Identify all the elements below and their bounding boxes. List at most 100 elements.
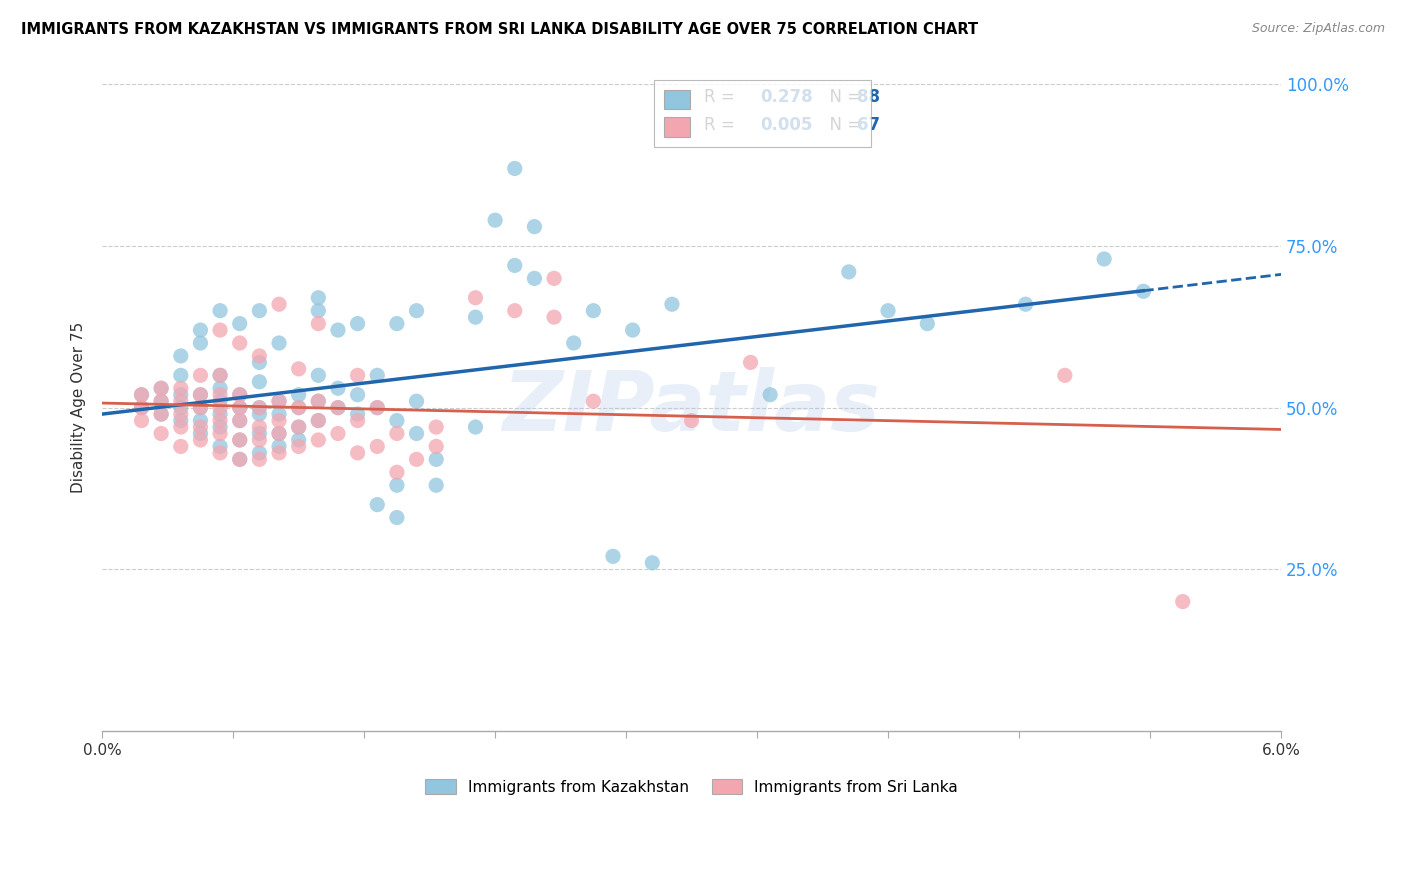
Point [503, 303, 526, 318]
Point [190, 401, 212, 415]
Point [229, 413, 252, 427]
Point [287, 401, 309, 415]
Point [503, 161, 526, 176]
Point [287, 439, 309, 453]
Point [247, 446, 270, 460]
Point [307, 413, 329, 427]
Point [681, 413, 703, 427]
Point [209, 413, 232, 427]
Point [170, 381, 193, 395]
Point [247, 407, 270, 421]
Point [131, 401, 153, 415]
Point [131, 388, 153, 402]
Point [267, 446, 290, 460]
Point [385, 413, 408, 427]
Point [209, 368, 232, 383]
Point [287, 362, 309, 376]
Text: 0.005: 0.005 [761, 116, 813, 134]
Point [247, 426, 270, 441]
Point [229, 388, 252, 402]
Point [326, 323, 349, 337]
Point [366, 439, 388, 453]
Point [229, 452, 252, 467]
Point [267, 413, 290, 427]
Point [190, 420, 212, 434]
Point [150, 407, 173, 421]
Point [209, 368, 232, 383]
Point [366, 401, 388, 415]
Point [229, 401, 252, 415]
Point [307, 368, 329, 383]
Point [209, 323, 232, 337]
Point [209, 381, 232, 395]
Point [385, 317, 408, 331]
Point [366, 368, 388, 383]
Point [190, 388, 212, 402]
Point [170, 368, 193, 383]
Y-axis label: Disability Age Over 75: Disability Age Over 75 [72, 322, 86, 493]
Point [209, 420, 232, 434]
Point [405, 394, 427, 409]
Point [346, 446, 368, 460]
Point [425, 420, 447, 434]
Point [131, 413, 153, 427]
Point [287, 433, 309, 447]
Point [190, 413, 212, 427]
Point [582, 394, 605, 409]
Point [503, 259, 526, 273]
Point [190, 323, 212, 337]
Point [307, 394, 329, 409]
Point [1171, 594, 1194, 608]
Point [464, 291, 486, 305]
Point [170, 401, 193, 415]
Point [209, 446, 232, 460]
Point [366, 401, 388, 415]
Point [267, 336, 290, 351]
Point [307, 303, 329, 318]
Text: IMMIGRANTS FROM KAZAKHSTAN VS IMMIGRANTS FROM SRI LANKA DISABILITY AGE OVER 75 C: IMMIGRANTS FROM KAZAKHSTAN VS IMMIGRANTS… [21, 22, 979, 37]
Point [190, 433, 212, 447]
Point [190, 336, 212, 351]
Point [641, 556, 664, 570]
Point [150, 381, 173, 395]
Point [385, 510, 408, 524]
Point [229, 388, 252, 402]
Point [385, 465, 408, 479]
Point [209, 388, 232, 402]
Point [425, 478, 447, 492]
Point [170, 349, 193, 363]
Point [562, 336, 585, 351]
Text: N =: N = [818, 116, 866, 134]
Point [150, 394, 173, 409]
Point [326, 401, 349, 415]
Point [307, 433, 329, 447]
Point [190, 401, 212, 415]
Point [209, 426, 232, 441]
Point [582, 303, 605, 318]
Point [464, 310, 486, 325]
Point [190, 426, 212, 441]
Point [229, 433, 252, 447]
Point [150, 407, 173, 421]
Point [307, 291, 329, 305]
Point [150, 426, 173, 441]
Point [170, 394, 193, 409]
Point [405, 303, 427, 318]
Point [247, 349, 270, 363]
Point [287, 401, 309, 415]
Point [267, 439, 290, 453]
Text: N =: N = [818, 88, 866, 106]
Point [229, 401, 252, 415]
Point [150, 394, 173, 409]
Point [287, 420, 309, 434]
Text: 67: 67 [858, 116, 880, 134]
Point [131, 401, 153, 415]
Point [602, 549, 624, 564]
Point [385, 478, 408, 492]
Legend: Immigrants from Kazakhstan, Immigrants from Sri Lanka: Immigrants from Kazakhstan, Immigrants f… [419, 772, 965, 801]
Point [1014, 297, 1036, 311]
Point [190, 388, 212, 402]
Point [425, 452, 447, 467]
Point [229, 452, 252, 467]
Point [877, 303, 900, 318]
